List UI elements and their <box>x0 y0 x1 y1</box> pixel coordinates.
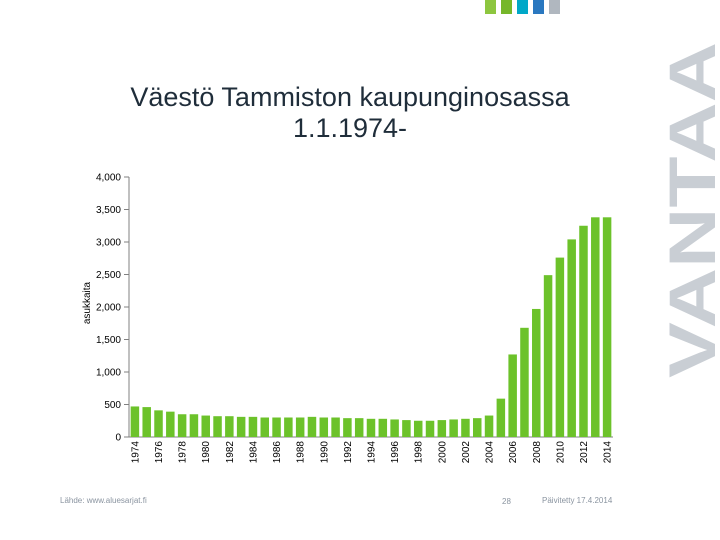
y-axis-title: asukkaita <box>82 281 93 324</box>
bar-1987 <box>284 417 293 437</box>
y-tick-label: 2,500 <box>96 270 121 281</box>
x-tick-label: 1996 <box>390 441 401 464</box>
x-tick-label: 1974 <box>130 441 141 464</box>
page-number: 28 <box>502 497 511 506</box>
color-swatch <box>485 0 496 14</box>
x-tick-label: 1978 <box>178 441 189 464</box>
vantaa-logo-text: VANTAA <box>665 42 720 378</box>
bar-1975 <box>142 407 151 437</box>
bar-1976 <box>154 410 163 437</box>
color-swatch <box>501 0 512 14</box>
bar-2003 <box>472 418 482 437</box>
color-swatch <box>517 0 528 14</box>
bar-1980 <box>201 415 210 437</box>
x-tick-label: 1990 <box>319 441 330 464</box>
x-tick-label: 1992 <box>343 441 354 464</box>
x-tick-label: 2014 <box>603 441 614 464</box>
bar-1989 <box>307 416 317 437</box>
bar-1985 <box>260 417 270 437</box>
vantaa-logo: VANTAA <box>665 42 720 378</box>
y-tick-label: 0 <box>115 433 121 444</box>
bar-1978 <box>177 414 187 437</box>
x-tick-label: 1976 <box>154 441 165 464</box>
bar-1998 <box>413 420 423 437</box>
x-tick-label: 1984 <box>248 441 259 464</box>
x-tick-label: 1982 <box>225 441 236 464</box>
y-tick-label: 500 <box>104 400 121 411</box>
bar-1982 <box>225 416 234 437</box>
x-tick-label: 1986 <box>272 441 283 464</box>
bar-2001 <box>449 419 458 437</box>
bar-2005 <box>496 398 506 437</box>
bar-2000 <box>437 420 447 437</box>
x-tick-label: 2012 <box>579 441 590 464</box>
color-swatch <box>549 0 560 14</box>
brand-color-swatches <box>485 0 560 14</box>
bar-2011 <box>567 239 576 437</box>
x-tick-label: 2008 <box>532 441 543 464</box>
y-tick-label: 2,000 <box>96 303 121 314</box>
bar-1999 <box>425 420 435 437</box>
bar-1988 <box>295 417 305 437</box>
updated-date: Päivitetty 17.4.2014 <box>542 496 613 505</box>
bar-1992 <box>343 418 352 437</box>
bar-1994 <box>366 418 376 437</box>
x-tick-label: 2010 <box>555 441 566 464</box>
title-line-1: Väestö Tammiston kaupunginosassa <box>130 82 570 112</box>
page-title: Väestö Tammiston kaupunginosassa 1.1.197… <box>60 82 640 144</box>
bar-2002 <box>461 418 470 437</box>
bar-1979 <box>189 414 199 437</box>
bar-2009 <box>543 275 553 437</box>
bar-1997 <box>402 420 411 437</box>
bar-1993 <box>354 418 364 437</box>
bar-2004 <box>484 415 494 437</box>
bar-2008 <box>532 308 541 437</box>
bar-2010 <box>555 257 565 437</box>
bar-1986 <box>272 417 281 437</box>
source-note: Lähde: www.aluesarjat.fi <box>60 496 147 505</box>
bar-1996 <box>390 419 399 437</box>
x-tick-label: 1998 <box>414 441 425 464</box>
bar-1984 <box>248 416 258 437</box>
x-tick-label: 2002 <box>461 441 472 464</box>
bar-1983 <box>236 416 246 437</box>
bar-2013 <box>591 217 600 437</box>
bar-2012 <box>579 225 588 437</box>
y-tick-label: 1,000 <box>96 368 121 379</box>
bar-1991 <box>331 417 340 437</box>
bar-1974 <box>130 406 140 437</box>
bar-2006 <box>508 354 517 437</box>
color-swatch <box>533 0 544 14</box>
x-tick-label: 2006 <box>508 441 519 464</box>
bar-1990 <box>319 417 329 437</box>
bar-1981 <box>213 416 222 437</box>
bar-2007 <box>520 327 529 437</box>
bar-2014 <box>602 217 612 437</box>
x-tick-label: 2004 <box>485 441 496 464</box>
y-tick-label: 3,500 <box>96 205 121 216</box>
title-line-2: 1.1.1974- <box>292 113 408 143</box>
bar-1977 <box>166 411 175 437</box>
y-tick-label: 3,000 <box>96 238 121 249</box>
x-tick-label: 2000 <box>437 441 448 464</box>
bar-1995 <box>378 418 388 437</box>
x-tick-label: 1988 <box>296 441 307 464</box>
x-tick-label: 1994 <box>367 441 378 464</box>
y-tick-label: 4,000 <box>96 173 121 184</box>
y-tick-label: 1,500 <box>96 335 121 346</box>
x-tick-label: 1980 <box>201 441 212 464</box>
